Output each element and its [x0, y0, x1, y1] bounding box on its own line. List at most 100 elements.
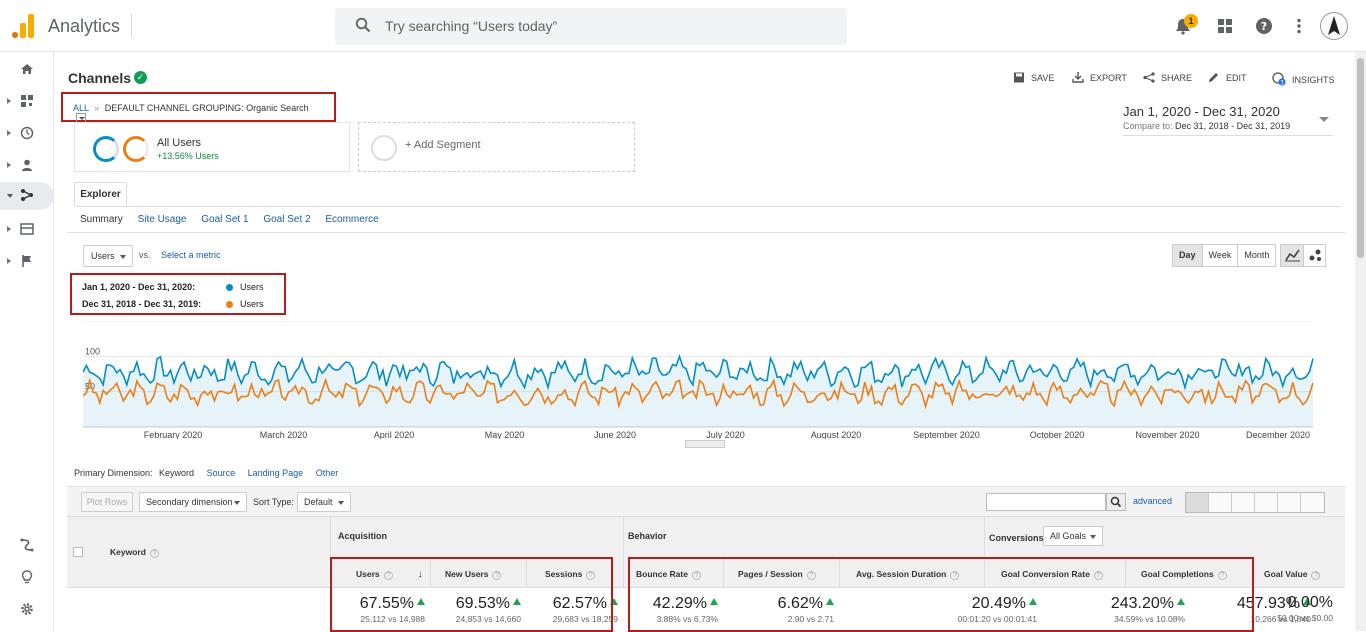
col-users[interactable]: Users? ↓ [356, 569, 423, 580]
subtab-goal-set-1[interactable]: Goal Set 1 [201, 214, 249, 225]
cell-bounce-rate: 42.29% 3.88% vs 6.73% [653, 595, 718, 624]
dimension-landing-page[interactable]: Landing Page [247, 468, 304, 478]
analytics-logo-icon[interactable] [12, 14, 34, 38]
select-metric-link[interactable]: Select a metric [161, 250, 221, 260]
cell-sessions: 62.57% 29,683 vs 18,259 [553, 595, 618, 624]
nav-customization[interactable] [0, 88, 54, 116]
nav-behavior[interactable] [0, 216, 54, 244]
chart-legend: Jan 1, 2020 - Dec 31, 2020: Users Dec 31… [70, 273, 286, 315]
breadcrumb: ALL » DEFAULT CHANNEL GROUPING: Organic … [61, 92, 336, 123]
cell-avg-session-duration: 20.49% 00:01:20 vs 00:01:41 [958, 595, 1037, 624]
keyword-header[interactable]: Keyword? [110, 547, 159, 558]
col-new-users[interactable]: New Users? [445, 569, 502, 580]
col-avg-session-duration-label: Avg. Session Duration [856, 569, 947, 579]
pie-view-icon[interactable] [1209, 493, 1232, 512]
verified-check-icon: ✓ [134, 71, 147, 84]
search-placeholder: Try searching “Users today” [385, 18, 558, 34]
plot-rows-button[interactable]: Plot Rows [81, 492, 133, 512]
segment-all-users[interactable]: All Users +13.56% Users [74, 122, 350, 172]
nav-discover[interactable] [0, 564, 54, 592]
attribution-icon [20, 538, 34, 552]
date-range-picker[interactable]: Jan 1, 2020 - Dec 31, 2020 Compare to: D… [1123, 104, 1333, 136]
advanced-filter-link[interactable]: advanced [1133, 496, 1173, 506]
subtab-summary[interactable]: Summary [80, 214, 123, 225]
cell-users: 67.55% 25,112 vs 14,988 [360, 595, 425, 624]
pivot-view-icon[interactable] [1301, 493, 1324, 512]
table-search-button[interactable] [1106, 493, 1126, 511]
comparison-view-icon[interactable] [1255, 493, 1278, 512]
search-input[interactable]: Try searching “Users today” [335, 8, 847, 45]
nav-conversions[interactable] [0, 248, 54, 276]
col-goal-completions[interactable]: Goal Completions? [1141, 569, 1227, 580]
col-goal-conversion-rate[interactable]: Goal Conversion Rate? [1001, 569, 1103, 580]
cell-pages-session: 6.62% 2.90 vs 2.71 [778, 595, 834, 624]
add-segment-label: + Add Segment [405, 139, 481, 151]
select-all-checkbox[interactable] [73, 547, 83, 557]
granularity-week[interactable]: Week [1203, 245, 1239, 266]
svg-text:?: ? [1261, 20, 1267, 33]
table-toolbar: Plot Rows Secondary dimension Sort Type:… [67, 486, 1345, 516]
nav-attribution[interactable] [0, 532, 54, 560]
subtab-ecommerce[interactable]: Ecommerce [325, 214, 379, 225]
goals-select[interactable]: All Goals [1043, 526, 1103, 546]
line-chart-icon[interactable] [1281, 245, 1304, 266]
up-arrow-icon [513, 598, 521, 605]
legend-range: Jan 1, 2020 - Dec 31, 2020: [82, 282, 196, 292]
performance-view-icon[interactable] [1232, 493, 1255, 512]
add-segment-button[interactable]: + Add Segment [358, 122, 635, 172]
export-button[interactable]: EXPORT [1072, 72, 1127, 83]
table-view-toggle [1185, 492, 1325, 513]
nav-home[interactable] [0, 56, 54, 84]
expand-caret-icon [7, 226, 11, 232]
dimension-other[interactable]: Other [315, 468, 339, 478]
secondary-dimension-select[interactable]: Secondary dimension [139, 492, 247, 512]
table-view-icon[interactable] [1186, 493, 1209, 512]
breadcrumb-grouping: DEFAULT CHANNEL GROUPING: Organic Search [104, 103, 309, 113]
apps-grid-icon[interactable] [1215, 16, 1235, 36]
scrollbar-thumb[interactable] [1357, 58, 1364, 258]
help-icon[interactable]: ? [1254, 16, 1274, 36]
divider [74, 206, 1342, 207]
acquisition-group-header: Acquisition [338, 531, 387, 541]
avatar[interactable] [1320, 12, 1348, 40]
col-avg-session-duration[interactable]: Avg. Session Duration? [856, 569, 960, 580]
dimension-keyword[interactable]: Keyword [159, 468, 195, 478]
breadcrumb-all-link[interactable]: ALL [73, 103, 89, 113]
dimension-source[interactable]: Source [206, 468, 236, 478]
col-pages-session[interactable]: Pages / Session? [738, 569, 816, 580]
col-bounce-rate[interactable]: Bounce Rate? [636, 569, 701, 580]
nav-realtime[interactable] [0, 120, 54, 148]
save-button[interactable]: SAVE [1013, 72, 1054, 83]
tab-explorer[interactable]: Explorer [74, 182, 127, 207]
chart-type-toggle [1280, 244, 1326, 267]
subtab-site-usage[interactable]: Site Usage [137, 214, 187, 225]
add-segment-ring-icon [371, 135, 397, 161]
x-tick-label: March 2020 [260, 430, 308, 439]
page-scrollbar[interactable] [1355, 52, 1366, 631]
metric-select[interactable]: Users [83, 245, 133, 267]
table-search-input[interactable] [986, 493, 1106, 511]
x-tick-label: August 2020 [811, 430, 862, 439]
granularity-day[interactable]: Day [1173, 245, 1203, 266]
term-cloud-view-icon[interactable] [1278, 493, 1301, 512]
export-icon [1072, 72, 1084, 83]
nav-admin[interactable] [0, 596, 54, 624]
chart-resize-handle[interactable] [685, 440, 725, 448]
share-button[interactable]: SHARE [1143, 72, 1192, 83]
col-goal-value[interactable]: Goal Value? [1264, 569, 1321, 580]
more-vert-icon[interactable] [1289, 16, 1309, 36]
up-arrow-icon [1177, 598, 1185, 605]
sort-type-select[interactable]: Default [297, 492, 351, 512]
cell-users-compare: 25,112 vs 14,988 [360, 614, 425, 624]
insights-button[interactable]: 3 INSIGHTS [1272, 72, 1335, 86]
subtab-goal-set-2[interactable]: Goal Set 2 [263, 214, 311, 225]
motion-chart-icon[interactable] [1304, 245, 1327, 266]
col-sessions[interactable]: Sessions? [545, 569, 596, 580]
granularity-month[interactable]: Month [1244, 250, 1270, 260]
nav-audience[interactable] [0, 152, 54, 180]
legend-dot-icon [226, 284, 233, 291]
edit-button[interactable]: EDIT [1208, 72, 1247, 83]
nav-acquisition[interactable] [0, 182, 54, 210]
help-icon: ? [1217, 571, 1227, 580]
